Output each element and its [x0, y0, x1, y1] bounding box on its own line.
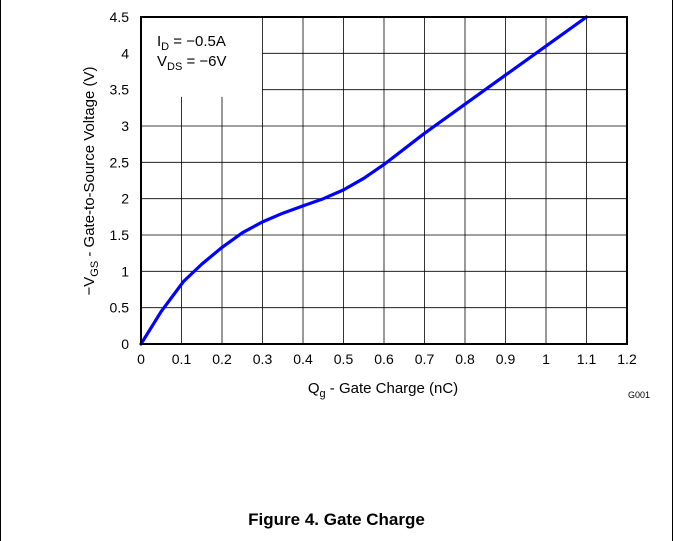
y-tick-label: 2 [121, 191, 129, 207]
y-tick-label: 4 [121, 45, 129, 61]
y-tick-label: 1.5 [110, 227, 130, 243]
y-axis-label: −VGS - Gate-to-Source Voltage (V) [81, 67, 101, 296]
y-tick-label: 1 [121, 263, 129, 279]
annotation-box: ID = −0.5A VDS = −6V [157, 33, 227, 73]
x-tick-label: 0.9 [496, 351, 516, 367]
annotation-vds: VDS = −6V [157, 53, 227, 73]
x-axis-label: Qg - Gate Charge (nC) [308, 380, 458, 400]
x-tick-label: 0.2 [212, 351, 232, 367]
y-tick-labels: 0 0.5 1 1.5 2 2.5 3 3.5 4 4.5 [110, 9, 130, 352]
x-tick-labels: 0 0.1 0.2 0.3 0.4 0.5 0.6 0.7 0.8 0.9 1 1.1 1.2 [137, 351, 637, 367]
y-tick-label: 2.5 [110, 154, 130, 170]
plot-border [140, 16, 628, 345]
figure-id: G001 [628, 390, 650, 400]
x-tick-label: 0 [137, 351, 145, 367]
x-tick-label: 1 [542, 351, 550, 367]
x-tick-label: 0.4 [293, 351, 313, 367]
y-tick-label: 4.5 [110, 9, 130, 25]
series-line [139, 15, 589, 346]
x-tick-label: 1.2 [617, 351, 637, 367]
gate-charge-chart: 0 0.1 0.2 0.3 0.4 0.5 0.6 0.7 0.8 0.9 1 1.1 1.2 0 0.5… [81, 9, 650, 400]
x-tick-label: 0.1 [172, 351, 192, 367]
y-tick-label: 3 [121, 118, 129, 134]
y-tick-label: 3.5 [110, 82, 130, 98]
x-tick-label: 0.3 [253, 351, 273, 367]
x-tick-label: 0.5 [334, 351, 354, 367]
annotation-id: ID = −0.5A [157, 33, 226, 53]
x-tick-label: 0.7 [415, 351, 435, 367]
y-tick-label: 0 [121, 336, 129, 352]
x-tick-label: 0.6 [374, 351, 394, 367]
series-group [139, 15, 589, 346]
y-tick-label: 0.5 [110, 300, 130, 316]
figure-caption: Figure 4. Gate Charge [248, 510, 425, 529]
grid [141, 17, 627, 344]
x-tick-label: 1.1 [577, 351, 597, 367]
x-tick-label: 0.8 [455, 351, 475, 367]
